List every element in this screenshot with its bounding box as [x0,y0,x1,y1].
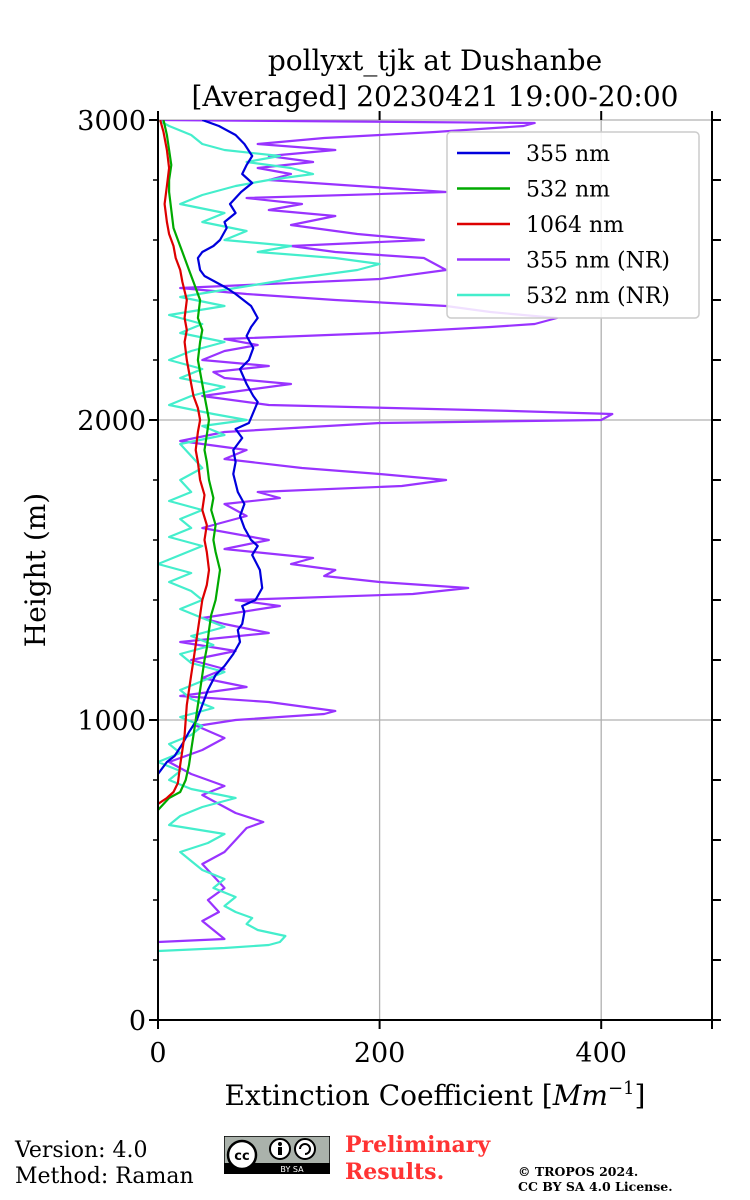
series-line [158,120,381,953]
series-line [158,120,264,775]
tick-labels: 0 200 400 0 1000 2000 3000 [77,106,627,1069]
legend-label: 532 nm (NR) [526,284,670,309]
y-tick-label: 2000 [77,406,146,437]
y-axis-label: Height (m) [19,493,52,647]
svg-text:cc: cc [234,1149,249,1164]
method-text: Method: Raman [15,1164,194,1189]
series-line [158,120,211,805]
legend-label: 355 nm [526,142,610,167]
chart-title-line-2: [Averaged] 20230421 19:00-20:00 [192,80,679,113]
axes-frame [157,120,713,1021]
copyright-notice: © TROPOS 2024. CC BY SA 4.0 License. [518,1164,673,1194]
footer-version-method: Version: 4.0 Method: Raman [15,1138,194,1190]
series-layer [158,120,614,953]
version-text: Version: 4.0 [15,1138,148,1163]
x-tick-label: 200 [354,1038,406,1069]
x-tick-label: 0 [149,1038,166,1069]
sa-icon [294,1138,316,1160]
y-tick-label: 3000 [77,106,146,137]
legend-label: 1064 nm [526,213,624,238]
legend-label: 355 nm (NR) [526,249,670,274]
x-tick-label: 400 [575,1038,627,1069]
preliminary-line-2: Results. [345,1159,445,1185]
series-line [158,120,222,811]
license-badge-text: BY SA [280,1165,304,1174]
y-tick-label: 1000 [77,706,146,737]
legend: 355 nm 532 nm 1064 nm 355 nm (NR) 532 nm (NR… [446,131,700,319]
chart-title-line-1: pollyxt_tjk at Dushanbe [268,44,602,77]
legend-box [446,131,700,319]
copyright-line-1: © TROPOS 2024. [518,1164,639,1179]
cc-license-badge: cc BY SA [224,1136,330,1174]
preliminary-notice: Preliminary Results. [345,1132,490,1186]
y-tick-label: 0 [129,1006,146,1037]
ticks [149,111,721,1029]
series-line [158,120,614,944]
cc-icon [226,1139,258,1171]
x-axis-label: Extinction Coefficient [Mm−1] [225,1078,646,1112]
legend-label: 532 nm [526,178,610,203]
copyright-line-2: CC BY SA 4.0 License. [518,1179,673,1194]
preliminary-line-1: Preliminary [345,1132,491,1158]
